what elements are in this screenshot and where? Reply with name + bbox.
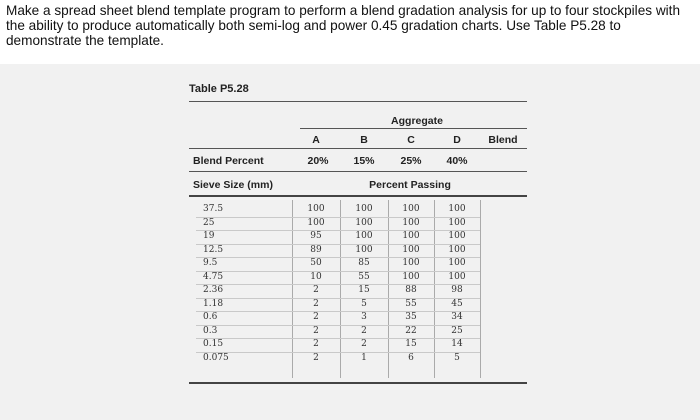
blend-percent-d: 40% (446, 155, 468, 167)
passing-b-cell: 2 (361, 325, 367, 336)
row-separator (196, 351, 480, 353)
row-separator (196, 338, 480, 339)
passing-b-cell: 100 (355, 231, 373, 241)
passing-d-cell: 5 (454, 352, 460, 363)
passing-d-cell: 100 (448, 244, 466, 255)
sieve-size-cell: 0.075 (203, 352, 229, 363)
passing-b-cell: 100 (355, 217, 373, 228)
passing-b-cell: 100 (355, 244, 373, 255)
passing-c-cell: 100 (402, 244, 420, 255)
question-text: Make a spread sheet blend template progr… (6, 3, 681, 48)
column-divider (434, 200, 435, 378)
passing-d-cell: 100 (448, 204, 466, 214)
aggregate-rule (300, 128, 527, 129)
column-divider (292, 200, 293, 378)
table-top-rule (189, 101, 527, 102)
column-header-c: C (407, 134, 415, 146)
aggregate-header: Aggregate (391, 115, 443, 127)
passing-c-cell: 100 (402, 204, 420, 214)
row-separator (196, 297, 480, 299)
column-divider (388, 200, 389, 378)
percent-passing-label: Percent Passing (369, 179, 451, 191)
passing-a-cell: 95 (310, 231, 322, 241)
passing-c-cell: 55 (405, 298, 417, 309)
passing-a-cell: 2 (313, 325, 319, 336)
passing-d-cell: 100 (448, 271, 466, 282)
passing-a-cell: 2 (313, 285, 319, 295)
passing-d-cell: 45 (451, 298, 463, 309)
passing-b-cell: 5 (361, 298, 367, 309)
passing-b-cell: 55 (358, 271, 370, 282)
column-header-blend: Blend (488, 134, 518, 146)
row-separator (196, 324, 480, 326)
passing-c-cell: 100 (402, 231, 420, 241)
blend-percent-label: Blend Percent (193, 155, 264, 167)
row-separator (196, 311, 480, 312)
passing-d-cell: 25 (451, 325, 463, 336)
passing-b-cell: 100 (355, 204, 373, 214)
blend-percent-b: 15% (353, 155, 375, 167)
passing-d-cell: 98 (451, 285, 463, 295)
passing-d-cell: 34 (451, 312, 463, 322)
blend-rule (189, 171, 527, 172)
passing-b-cell: 85 (358, 258, 370, 268)
passing-a-cell: 89 (310, 244, 322, 255)
passing-c-cell: 15 (405, 339, 417, 349)
row-separator (196, 230, 480, 231)
passing-b-cell: 15 (358, 285, 370, 295)
passing-b-cell: 2 (361, 339, 367, 349)
sieve-size-cell: 1.18 (203, 298, 224, 309)
passing-c-cell: 100 (402, 258, 420, 268)
sieve-header-rule (189, 195, 527, 197)
row-separator (196, 257, 480, 258)
column-divider (480, 200, 481, 378)
row-separator (196, 243, 480, 245)
header-rule (189, 148, 527, 149)
sieve-size-cell: 0.15 (203, 339, 224, 349)
sieve-size-cell: 12.5 (203, 244, 224, 255)
sieve-size-cell: 25 (203, 217, 215, 228)
passing-a-cell: 10 (310, 271, 322, 282)
sieve-size-cell: 37.5 (203, 204, 224, 214)
passing-c-cell: 100 (402, 271, 420, 282)
passing-d-cell: 14 (451, 339, 463, 349)
table-panel (0, 64, 700, 420)
row-separator (196, 284, 480, 285)
table-bottom-rule (189, 382, 527, 384)
sieve-size-cell: 0.6 (203, 312, 218, 322)
passing-a-cell: 50 (310, 258, 322, 268)
passing-a-cell: 2 (313, 298, 319, 309)
passing-c-cell: 22 (405, 325, 417, 336)
passing-a-cell: 100 (307, 204, 325, 214)
column-header-a: A (312, 134, 320, 146)
passing-c-cell: 100 (402, 217, 420, 228)
passing-a-cell: 2 (313, 352, 319, 363)
passing-c-cell: 88 (405, 285, 417, 295)
passing-c-cell: 6 (408, 352, 414, 363)
column-header-b: B (360, 134, 368, 146)
sieve-size-cell: 2.36 (203, 285, 224, 295)
row-separator (196, 216, 480, 218)
passing-d-cell: 100 (448, 217, 466, 228)
column-divider (340, 200, 341, 378)
row-separator (196, 270, 480, 272)
sieve-size-cell: 4.75 (203, 271, 224, 282)
sieve-size-cell: 19 (203, 231, 215, 241)
sieve-size-cell: 0.3 (203, 325, 218, 336)
passing-b-cell: 3 (361, 312, 367, 322)
passing-c-cell: 35 (405, 312, 417, 322)
table-caption: Table P5.28 (189, 83, 249, 95)
passing-a-cell: 2 (313, 312, 319, 322)
passing-a-cell: 2 (313, 339, 319, 349)
passing-d-cell: 100 (448, 258, 466, 268)
sieve-size-cell: 9.5 (203, 258, 218, 268)
passing-b-cell: 1 (361, 352, 367, 363)
column-header-d: D (453, 134, 461, 146)
blend-percent-a: 20% (307, 155, 329, 167)
passing-d-cell: 100 (448, 231, 466, 241)
sieve-size-label: Sieve Size (mm) (193, 179, 273, 191)
blend-percent-c: 25% (400, 155, 422, 167)
passing-a-cell: 100 (307, 217, 325, 228)
